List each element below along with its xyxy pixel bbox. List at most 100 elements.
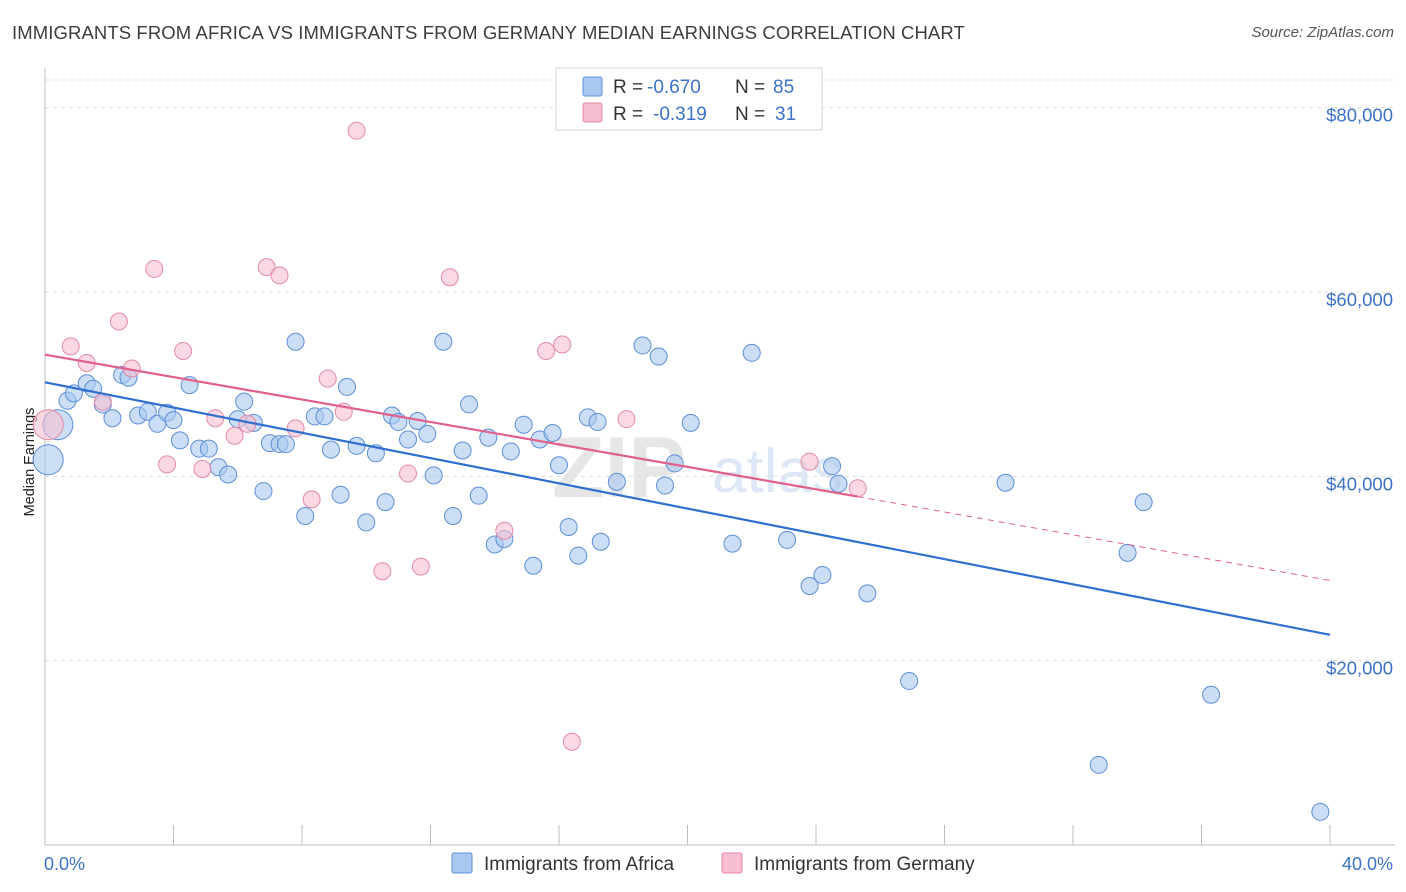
bottom-legend-germany: Immigrants from Germany [754, 854, 975, 875]
chart-title: IMMIGRANTS FROM AFRICA VS IMMIGRANTS FRO… [12, 22, 965, 43]
legend-germany-n-label: N = [735, 104, 765, 125]
series-germany-points [32, 121, 867, 751]
point-germany [562, 732, 581, 751]
point-africa [418, 424, 437, 443]
point-africa [424, 466, 443, 485]
legend-africa-n-label: N = [735, 77, 765, 98]
point-africa [607, 472, 626, 491]
point-africa [501, 442, 520, 461]
point-africa [235, 392, 254, 411]
point-africa [524, 556, 543, 575]
legend-swatch-germany [582, 102, 603, 123]
point-africa [103, 409, 122, 428]
point-africa [800, 577, 819, 596]
bottom-legend: Immigrants from Africa Immigrants from G… [451, 852, 975, 875]
point-germany [32, 409, 64, 441]
point-africa [813, 565, 832, 584]
point-africa [399, 430, 418, 449]
point-africa [460, 395, 479, 414]
y-tick-label: $60,000 [1326, 289, 1393, 310]
point-africa [276, 435, 295, 454]
bottom-legend-swatch-africa [451, 852, 473, 874]
chart-source: Source: ZipAtlas.com [1251, 24, 1394, 41]
point-africa [823, 457, 842, 476]
point-africa [588, 412, 607, 431]
legend-germany-r-label: R = [613, 104, 643, 125]
y-axis-label: Median Earnings [22, 408, 38, 517]
y-tick-labels: $20,000 $40,000 $60,000 $80,000 [1326, 105, 1393, 679]
trend-lines [44, 353, 1331, 636]
point-germany [440, 268, 459, 287]
point-africa [321, 440, 340, 459]
point-africa [199, 439, 218, 458]
point-germany [848, 479, 867, 498]
watermark-zip: ZIP [552, 420, 686, 516]
point-africa [286, 332, 305, 351]
point-africa [591, 532, 610, 551]
trend-line-africa [44, 381, 1331, 636]
x-tick-label-min: 0.0% [44, 854, 85, 874]
point-germany [347, 121, 366, 140]
y-tick-label: $20,000 [1326, 658, 1393, 679]
y-tick-label: $80,000 [1326, 105, 1393, 126]
point-germany [373, 562, 392, 581]
legend-africa-n-value: 85 [773, 77, 794, 98]
point-africa [550, 456, 568, 475]
trend-line-germany-extension [857, 496, 1331, 581]
point-africa [778, 530, 797, 549]
point-africa [996, 473, 1015, 492]
point-africa [453, 441, 472, 460]
point-africa [656, 476, 675, 495]
axes [44, 68, 1395, 846]
point-germany [225, 426, 244, 445]
point-africa [569, 546, 588, 565]
y-tick-label: $40,000 [1326, 473, 1393, 494]
point-africa [681, 413, 700, 432]
point-germany [302, 490, 321, 509]
point-africa [829, 474, 848, 493]
legend-germany-r-value: -0.319 [653, 104, 707, 125]
legend-swatch-africa [582, 76, 603, 97]
point-africa [469, 486, 488, 505]
point-africa [1311, 802, 1330, 821]
grid-lines [45, 79, 1395, 662]
point-africa [357, 513, 376, 532]
point-africa [315, 407, 334, 426]
point-africa [337, 377, 356, 396]
point-germany [109, 312, 128, 331]
point-germany [537, 341, 556, 360]
legend-africa-r-label: R = [613, 77, 643, 98]
point-africa [434, 332, 453, 351]
point-germany [553, 335, 572, 354]
point-africa [858, 584, 877, 603]
point-germany [617, 410, 636, 429]
point-africa [649, 347, 668, 366]
point-africa [514, 415, 533, 434]
point-germany [158, 455, 177, 474]
point-germany [206, 409, 225, 428]
point-africa [723, 534, 742, 553]
point-africa [543, 424, 562, 443]
point-africa [331, 485, 350, 504]
point-africa [219, 465, 238, 484]
point-germany [495, 521, 514, 540]
point-germany [399, 464, 418, 483]
point-germany [193, 459, 212, 478]
point-africa [443, 506, 462, 525]
point-germany [270, 266, 289, 285]
point-africa [164, 411, 183, 430]
legend-germany-n-value: 31 [775, 104, 796, 125]
point-africa [900, 671, 919, 690]
point-africa [1089, 755, 1108, 774]
point-germany [257, 258, 276, 277]
bottom-legend-swatch-germany [721, 852, 743, 874]
point-africa [296, 506, 315, 525]
point-germany [145, 259, 164, 278]
point-africa [742, 343, 761, 362]
point-germany [411, 557, 430, 576]
point-africa [254, 482, 273, 501]
point-africa [376, 493, 395, 512]
legend: R = -0.670 N = 85 R = -0.319 N = 31 [555, 67, 823, 131]
point-germany [174, 341, 193, 360]
